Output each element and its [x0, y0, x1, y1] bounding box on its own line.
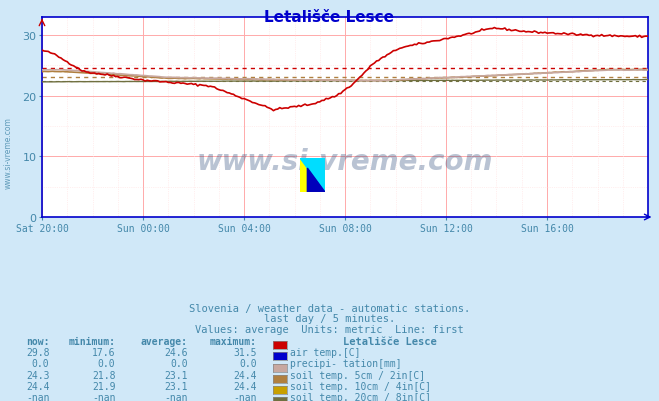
- Text: 23.1: 23.1: [164, 381, 188, 391]
- Text: last day / 5 minutes.: last day / 5 minutes.: [264, 314, 395, 324]
- Text: -nan: -nan: [233, 392, 257, 401]
- Text: Letališče Lesce: Letališče Lesce: [264, 10, 395, 25]
- Text: 23.1: 23.1: [164, 370, 188, 380]
- Text: minimum:: minimum:: [69, 336, 115, 346]
- Text: 24.4: 24.4: [233, 370, 257, 380]
- Text: 0.0: 0.0: [98, 358, 115, 369]
- Text: 0.0: 0.0: [32, 358, 49, 369]
- Text: soil temp. 10cm / 4in[C]: soil temp. 10cm / 4in[C]: [290, 381, 431, 391]
- Text: 0.0: 0.0: [239, 358, 257, 369]
- Text: air temp.[C]: air temp.[C]: [290, 347, 360, 357]
- Polygon shape: [307, 169, 325, 192]
- Text: -nan: -nan: [92, 392, 115, 401]
- Text: average:: average:: [141, 336, 188, 346]
- Text: -nan: -nan: [26, 392, 49, 401]
- Text: 17.6: 17.6: [92, 347, 115, 357]
- Text: 24.6: 24.6: [164, 347, 188, 357]
- Text: Slovenia / weather data - automatic stations.: Slovenia / weather data - automatic stat…: [189, 303, 470, 313]
- Text: 31.5: 31.5: [233, 347, 257, 357]
- Text: Values: average  Units: metric  Line: first: Values: average Units: metric Line: firs…: [195, 324, 464, 334]
- Text: www.si-vreme.com: www.si-vreme.com: [3, 117, 13, 188]
- Text: 24.4: 24.4: [26, 381, 49, 391]
- Text: 24.3: 24.3: [26, 370, 49, 380]
- Text: soil temp. 5cm / 2in[C]: soil temp. 5cm / 2in[C]: [290, 370, 425, 380]
- Text: www.si-vreme.com: www.si-vreme.com: [197, 148, 493, 176]
- Text: -nan: -nan: [164, 392, 188, 401]
- Text: 24.4: 24.4: [233, 381, 257, 391]
- Text: maximum:: maximum:: [210, 336, 257, 346]
- Text: 21.9: 21.9: [92, 381, 115, 391]
- Text: 0.0: 0.0: [170, 358, 188, 369]
- Text: 21.8: 21.8: [92, 370, 115, 380]
- Text: soil temp. 20cm / 8in[C]: soil temp. 20cm / 8in[C]: [290, 392, 431, 401]
- Text: Letališče Lesce: Letališče Lesce: [343, 336, 436, 346]
- Text: precipi- tation[mm]: precipi- tation[mm]: [290, 358, 401, 369]
- Text: now:: now:: [26, 336, 49, 346]
- Text: 29.8: 29.8: [26, 347, 49, 357]
- Polygon shape: [300, 158, 325, 192]
